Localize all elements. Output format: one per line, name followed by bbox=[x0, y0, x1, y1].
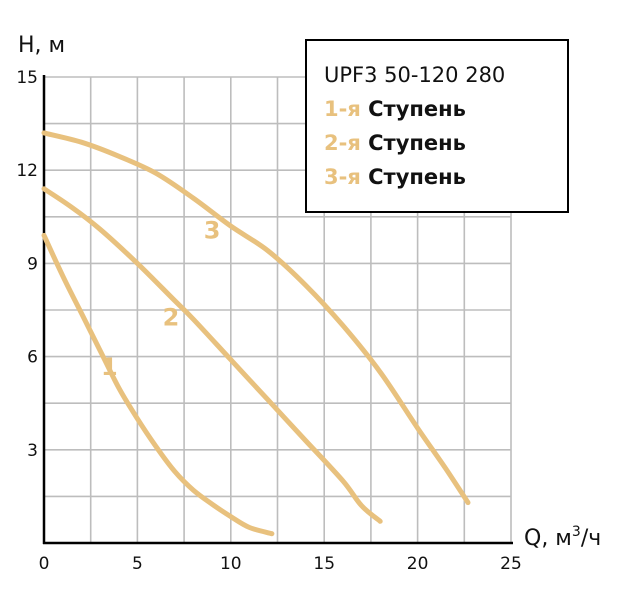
axes bbox=[42, 75, 513, 545]
curve-2 bbox=[41, 186, 383, 524]
y-tick-label: 15 bbox=[16, 68, 38, 88]
legend-item-number: 1-я bbox=[324, 97, 361, 121]
y-tick-label: 12 bbox=[16, 161, 38, 181]
legend-item-number: 2-я bbox=[324, 131, 361, 155]
curve-label-1: 1 bbox=[101, 353, 118, 381]
curves bbox=[41, 130, 471, 537]
x-axis-label: Q, м3/ч bbox=[524, 524, 601, 551]
curve-3 bbox=[41, 130, 471, 506]
curve-label-2: 2 bbox=[163, 304, 180, 332]
y-tick-label: 6 bbox=[27, 348, 38, 368]
legend-box bbox=[305, 39, 569, 213]
legend-item-word: Ступень bbox=[361, 97, 466, 121]
x-tick-label: 25 bbox=[500, 554, 522, 574]
y-axis-label: H, м bbox=[18, 33, 65, 58]
legend-item-number: 3-я bbox=[324, 165, 361, 189]
legend-item-word: Ступень bbox=[361, 165, 466, 189]
legend-title: UPF3 50-120 280 bbox=[324, 63, 505, 87]
legend-item-1: 1-я Ступень bbox=[324, 97, 466, 121]
legend-item-3: 3-я Ступень bbox=[324, 165, 466, 189]
legend-item-2: 2-я Ступень bbox=[324, 131, 466, 155]
x-tick-label: 20 bbox=[407, 554, 429, 574]
x-tick-label: 10 bbox=[220, 554, 242, 574]
curve-labels: 1 2 3 bbox=[101, 217, 220, 382]
x-axis-label-prefix: Q, м bbox=[524, 526, 572, 551]
curve-1 bbox=[41, 232, 275, 537]
x-tick-label: 0 bbox=[39, 554, 50, 574]
x-tick-label: 5 bbox=[132, 554, 143, 574]
legend-item-word: Ступень bbox=[361, 131, 466, 155]
x-axis-label-suffix: /ч bbox=[581, 526, 601, 551]
y-tick-label: 3 bbox=[27, 441, 38, 461]
curve-label-3: 3 bbox=[204, 217, 221, 245]
x-axis-label-sup: 3 bbox=[572, 524, 581, 540]
x-tick-label: 15 bbox=[313, 554, 335, 574]
y-tick-label: 9 bbox=[27, 254, 38, 274]
